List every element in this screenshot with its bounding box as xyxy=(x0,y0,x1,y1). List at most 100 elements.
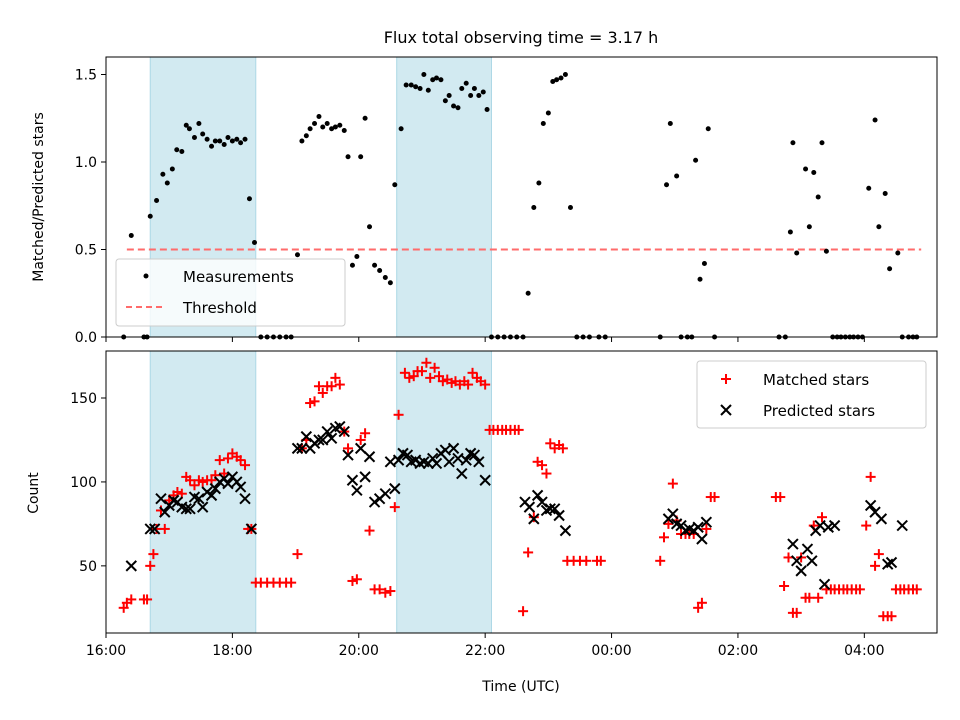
bottom-legend: Matched stars Predicted stars xyxy=(696,360,927,429)
predicted-star-point-b xyxy=(346,474,359,486)
measurement-point xyxy=(341,128,347,133)
matched-star-point xyxy=(343,443,354,454)
measurement-point xyxy=(895,250,901,256)
measurement-point xyxy=(480,89,486,95)
measurement-point xyxy=(823,248,829,254)
bottom-ytick-label: 150 xyxy=(70,391,97,407)
measurement-point xyxy=(701,261,707,266)
measurement-point xyxy=(312,121,318,126)
measurement-point xyxy=(212,138,218,144)
predicted-star-point-b xyxy=(528,513,540,525)
matched-star-point xyxy=(185,475,196,486)
predicted-star-point xyxy=(321,425,333,438)
measurement-point xyxy=(417,86,423,91)
predicted-star-point-b xyxy=(864,499,877,512)
measurement-point xyxy=(169,166,175,172)
matched-star-point xyxy=(286,577,297,588)
predicted-star-point xyxy=(159,506,171,518)
predicted-star-point xyxy=(787,538,799,550)
predicted-star-point-b xyxy=(401,449,414,461)
measurement-point xyxy=(442,98,448,104)
legend-predicted-x xyxy=(720,404,732,416)
predicted-star-point xyxy=(544,503,556,515)
predicted-star-point xyxy=(239,493,251,505)
bottom-xtick-label: 02:00 xyxy=(718,643,758,659)
predicted-star-point xyxy=(473,456,485,468)
measurement-point xyxy=(484,107,490,112)
measurement-point xyxy=(147,213,153,219)
predicted-star-point-b xyxy=(806,555,818,567)
predicted-star-point xyxy=(125,560,137,572)
measurement-point xyxy=(413,84,419,90)
matched-star-point xyxy=(434,371,445,382)
measurement-point xyxy=(430,77,436,83)
predicted-star-point-b xyxy=(397,447,409,460)
measurement-point xyxy=(540,121,546,126)
measurement-point xyxy=(200,131,206,137)
legend-measurements-marker xyxy=(143,273,149,279)
predicted-star-point-b xyxy=(351,484,363,497)
predicted-star-point xyxy=(184,503,196,515)
predicted-star-point xyxy=(667,508,679,520)
measurement-point xyxy=(128,233,134,238)
predicted-star-point-b xyxy=(354,442,367,455)
predicted-star-point-b xyxy=(209,482,222,495)
matched-star-point xyxy=(148,549,159,560)
predicted-star-point-b xyxy=(392,454,405,466)
matched-star-point xyxy=(240,460,251,471)
measurement-point xyxy=(790,140,796,146)
matched-star-point xyxy=(663,518,674,529)
matched-star-point xyxy=(791,607,802,618)
predicted-star-point-b xyxy=(389,482,401,495)
top-ytick-label: 1.5 xyxy=(75,68,97,84)
predicted-star-point-b xyxy=(321,425,333,438)
matched-star-point xyxy=(813,592,824,603)
predicted-star-point-b xyxy=(479,474,491,486)
matched-star-point xyxy=(696,597,707,608)
predicted-star-point-b xyxy=(692,521,704,533)
measurement-point xyxy=(421,72,427,77)
bottom-xtick-label: 00:00 xyxy=(591,643,631,659)
measurement-point xyxy=(329,126,335,132)
top-ytick-label: 1.0 xyxy=(75,155,97,171)
measurement-point xyxy=(294,252,300,258)
measurement-point xyxy=(367,224,373,230)
matched-star-point xyxy=(425,372,436,383)
predicted-star-point xyxy=(291,442,304,455)
measurement-point xyxy=(803,166,809,172)
matched-star-point xyxy=(222,453,233,464)
measurement-point xyxy=(403,82,409,88)
measurement-point xyxy=(806,224,812,230)
predicted-star-point-b xyxy=(193,493,205,505)
bottom-xtick-label: 18:00 xyxy=(212,643,252,659)
matched-star-point xyxy=(816,512,827,523)
measurement-point xyxy=(164,180,170,186)
predicted-star-point xyxy=(875,513,888,525)
predicted-star-point-b xyxy=(196,501,209,513)
matched-star-point xyxy=(779,581,790,591)
predicted-star-point-b xyxy=(439,444,452,456)
measurement-point xyxy=(794,250,800,256)
bottom-frame xyxy=(105,350,938,634)
matched-star-point xyxy=(709,492,720,503)
predicted-star-point-b xyxy=(317,434,329,446)
predicted-star-point-b xyxy=(460,454,472,466)
matched-star-point xyxy=(292,549,303,560)
legend-threshold-label: Threshold xyxy=(182,299,257,317)
bottom-shaded-interval xyxy=(149,350,257,634)
measurement-point xyxy=(299,138,305,144)
matched-star-point xyxy=(854,584,865,595)
measurement-point xyxy=(866,185,872,191)
measurement-point xyxy=(174,147,180,153)
measurement-point xyxy=(550,79,556,84)
measurement-point xyxy=(382,275,388,280)
predicted-star-point-b xyxy=(468,449,481,461)
top-shaded-interval xyxy=(396,56,492,338)
measurement-point xyxy=(667,121,673,126)
matched-star-point xyxy=(528,512,539,523)
predicted-star-point xyxy=(245,523,258,535)
measurement-point xyxy=(345,154,351,160)
bottom-xtick-label: 20:00 xyxy=(339,643,379,659)
predicted-star-point-b xyxy=(418,456,430,468)
measurement-point xyxy=(154,198,160,203)
